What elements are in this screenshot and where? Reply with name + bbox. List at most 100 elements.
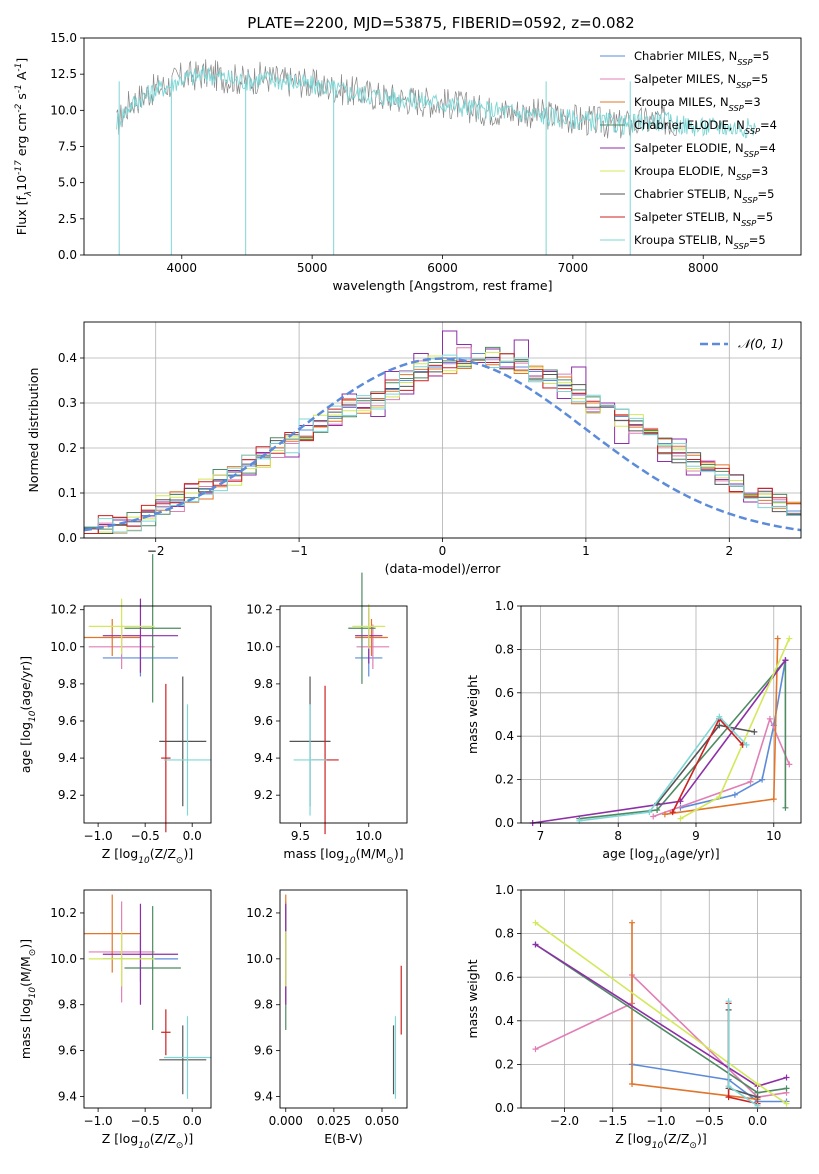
label-part: E(B-V) — [324, 1131, 363, 1146]
x-tick-label: 0.0 — [183, 829, 202, 843]
label-part: 10 — [28, 987, 38, 999]
label-part: 10 — [138, 1141, 150, 1151]
label-part: 10 — [28, 710, 38, 722]
y-tick-label: 0.2 — [495, 773, 514, 787]
legend-count: =5 — [752, 49, 769, 63]
marker-plus — [646, 809, 653, 816]
y-tick-label: 0.8 — [495, 642, 514, 656]
histogram-salpeter-stelib — [84, 353, 801, 538]
marker-plus — [716, 713, 723, 720]
x-tick-label: −1.0 — [84, 1114, 113, 1128]
x-tick-label: 10 — [766, 829, 781, 843]
marker-plus — [716, 793, 723, 800]
massweight-line-salpeter-miles — [652, 716, 791, 818]
label-part: Flux [f — [14, 195, 29, 235]
legend-text: Chabrier MILES, N — [634, 49, 737, 63]
x-tick-label: 5000 — [297, 261, 328, 275]
marker-plus — [650, 813, 657, 820]
label-part: (M/M — [18, 956, 33, 987]
label-part: mass weight — [465, 959, 480, 1038]
label-part: ⊙ — [176, 1141, 184, 1151]
massweight-line-chabrier-elodie — [579, 658, 787, 820]
x-tick-label: 1 — [582, 544, 590, 558]
y-tick-label: 9.4 — [254, 751, 273, 765]
legend-text: Salpeter STELIB, N — [634, 210, 741, 224]
legend-label: Salpeter MILES, NSSP=5 — [634, 72, 768, 90]
marker-plus — [759, 776, 766, 783]
label-part: 𝒩(0, 1) — [738, 336, 784, 351]
x-tick-label: 8000 — [688, 261, 719, 275]
legend-text: Salpeter MILES, N — [634, 72, 736, 86]
marker-plus — [754, 1081, 761, 1088]
legend-count: =5 — [756, 210, 773, 224]
histogram-chabrier-stelib — [84, 356, 801, 538]
y-tick-label: 10.2 — [246, 906, 273, 920]
marker-plus — [783, 1085, 790, 1092]
label-part: )] — [18, 939, 33, 949]
x-tick-label: 6000 — [427, 261, 458, 275]
x-tick-label: 0.000 — [269, 1114, 303, 1128]
gaussian-curve — [84, 357, 801, 532]
marker-plus — [677, 815, 684, 822]
y-tick-label: 9.4 — [254, 1090, 273, 1104]
y-tick-label: 0.3 — [58, 396, 77, 410]
legend-subscript: SSP — [736, 172, 751, 182]
marker-plus — [783, 1100, 790, 1107]
legend-subscript: SSP — [734, 241, 749, 251]
marker-plus — [661, 811, 668, 818]
label-part: erg cm — [14, 113, 29, 161]
y-tick-label: 10.0 — [246, 952, 273, 966]
x-axis-label: (data-model)/error — [385, 561, 502, 576]
label-part: ] — [14, 58, 29, 63]
y-tick-label: 0.2 — [58, 441, 77, 455]
legend-subscript: SSP — [737, 57, 752, 67]
x-tick-label: 8 — [614, 829, 622, 843]
massweight-line-kroupa-stelib — [579, 715, 748, 822]
label-part: 10 — [654, 856, 666, 866]
marker-plus — [731, 791, 738, 798]
residuals-panel: −2 −1 0 1 2 0.0 0.1 0.2 0.3 0.4 (data-model)/error… — [26, 321, 802, 576]
marker-plus — [751, 728, 758, 735]
mass-vs-Z-panel: −1.0 −0.5 0.09.49.69.810.010.2Z [log10(Z/Z… — [18, 889, 212, 1151]
y-tick-label: 0.6 — [495, 970, 514, 984]
axes-frame — [83, 321, 802, 539]
legend-count: =3 — [751, 164, 768, 178]
legend-text: Salpeter ELODIE, N — [634, 141, 744, 155]
y-tick-label: 9.4 — [58, 1090, 77, 1104]
legend-text: Kroupa ELODIE, N — [634, 164, 736, 178]
label-part: (age/yr)] — [18, 656, 33, 711]
marker-plus — [743, 741, 750, 748]
y-tick-label: 10.2 — [50, 603, 77, 617]
y-axis-label: age [log10(age/yr)] — [18, 656, 38, 773]
legend-subscript: SSP — [741, 218, 756, 228]
y-tick-label: 9.8 — [58, 998, 77, 1012]
label-part: Z [log — [102, 846, 138, 861]
marker-plus — [532, 941, 539, 948]
legend-count: =4 — [760, 118, 777, 132]
y-tick-label: 9.6 — [58, 1044, 77, 1058]
label-part: mass [log — [283, 846, 344, 861]
y-tick-label: 0.2 — [495, 1057, 514, 1071]
y-tick-label: 9.8 — [254, 998, 273, 1012]
y-tick-label: 0.0 — [495, 816, 514, 830]
x-tick-label: −1.0 — [646, 1114, 675, 1128]
marker-plus — [532, 1046, 539, 1053]
x-axis-label: Z [log10(Z/Z⊙)] — [615, 1131, 706, 1151]
legend-label: Salpeter ELODIE, NSSP=4 — [634, 141, 776, 159]
label-part: λ — [24, 191, 34, 197]
age-vs-Z-panel: −1.0 −0.5 0.09.29.49.69.810.010.2Z [log10(… — [18, 554, 212, 866]
figure-title: PLATE=2200, MJD=53875, FIBERID=0592, z=0… — [247, 14, 634, 32]
marker-plus — [786, 635, 793, 642]
x-tick-label: 10.0 — [355, 829, 382, 843]
axes-frame — [83, 37, 802, 256]
marker-plus — [782, 657, 789, 664]
x-tick-label: 7000 — [558, 261, 589, 275]
marker-plus — [716, 722, 723, 729]
marker-plus — [782, 804, 789, 811]
label-part: -1 — [14, 63, 24, 72]
legend-count: =5 — [757, 187, 774, 201]
x-tick-label: 0.0 — [183, 1114, 202, 1128]
marker-plus — [770, 796, 777, 803]
